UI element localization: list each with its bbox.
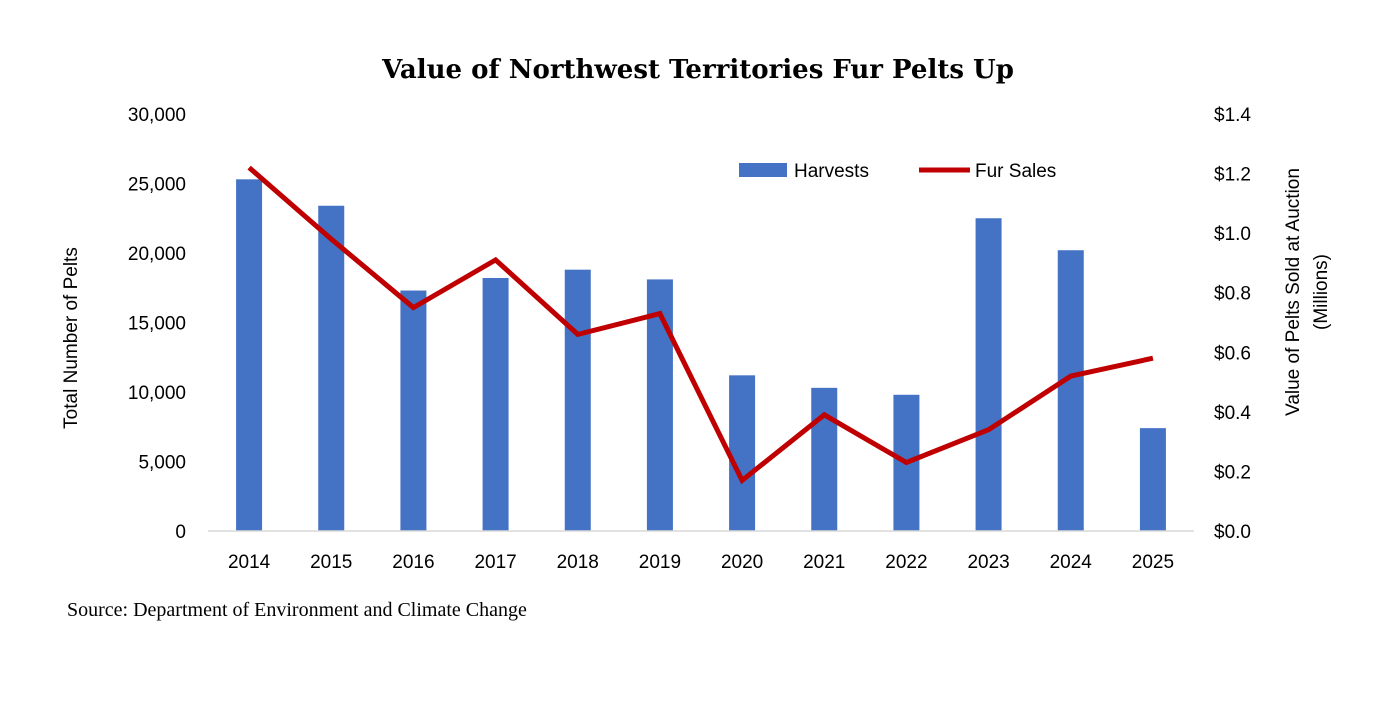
left-tick-label: 10,000	[128, 383, 186, 404]
right-y-axis: $0.0 $0.2 $0.4 $0.6 $0.8 $1.0 $1.2 $1.4	[1214, 105, 1251, 543]
right-tick-label: $0.4	[1214, 403, 1251, 424]
x-tick-label: 2016	[392, 552, 434, 573]
right-tick-label: $0.2	[1214, 462, 1251, 483]
x-tick-label: 2025	[1132, 552, 1174, 573]
x-tick-label: 2022	[885, 552, 927, 573]
bar-harvests-2018	[564, 269, 591, 531]
left-axis-label: Total Number of Pelts	[61, 247, 82, 429]
bar-harvests-2023	[975, 218, 1002, 531]
right-tick-label: $1.4	[1214, 105, 1251, 126]
x-tick-label: 2014	[228, 552, 271, 573]
legend-harvests-swatch	[739, 163, 787, 177]
legend-fur-sales-label: Fur Sales	[975, 161, 1056, 182]
x-tick-label: 2024	[1050, 552, 1093, 573]
line-fur-sales	[247, 165, 1154, 485]
right-tick-label: $1.0	[1214, 224, 1251, 245]
bar-harvests-2015	[318, 205, 345, 532]
right-axis-label-line-2: (Millions)	[1311, 254, 1332, 330]
right-tick-label: $0.6	[1214, 343, 1251, 364]
x-tick-label: 2019	[639, 552, 681, 573]
left-tick-label: 30,000	[128, 105, 186, 126]
bar-harvests-2014	[236, 179, 263, 531]
x-tick-label: 2018	[557, 552, 599, 573]
bar-harvests-2024	[1057, 250, 1084, 531]
x-tick-label: 2017	[474, 552, 516, 573]
left-tick-label: 25,000	[128, 175, 186, 196]
bar-harvests-2016	[400, 290, 427, 531]
right-tick-label: $0.0	[1214, 522, 1251, 543]
source-note: Source: Department of Environment and Cl…	[67, 599, 527, 621]
left-y-axis: 0 5,000 10,000 15,000 20,000 25,000 30,000	[128, 105, 186, 543]
right-tick-label: $0.8	[1214, 284, 1251, 305]
bar-harvests-2020	[729, 375, 756, 531]
legend-harvests-label: Harvests	[794, 161, 869, 182]
x-axis: 2014 2015 2016 2017 2018 2019 2020 2021 2022 2023…	[228, 552, 1174, 573]
x-tick-label: 2021	[803, 552, 845, 573]
right-tick-label: $1.2	[1214, 165, 1251, 186]
harvest-bars	[236, 179, 1166, 532]
left-tick-label: 5,000	[138, 453, 186, 474]
bar-harvests-2017	[482, 278, 509, 531]
right-axis-label-line-1: Value of Pelts Sold at Auction	[1283, 168, 1304, 416]
legend: Harvests Fur Sales	[739, 161, 1056, 182]
bar-harvests-2021	[811, 387, 838, 531]
x-tick-label: 2015	[310, 552, 352, 573]
left-tick-label: 0	[175, 522, 186, 543]
left-tick-label: 20,000	[128, 244, 186, 265]
x-tick-label: 2023	[967, 552, 1009, 573]
chart-title: Value of Northwest Territories Fur Pelts…	[381, 55, 1014, 85]
left-tick-label: 15,000	[128, 314, 186, 335]
x-tick-label: 2020	[721, 552, 763, 573]
bar-harvests-2025	[1139, 428, 1166, 531]
fur-sales-line	[247, 165, 1154, 485]
bar-harvests-2019	[646, 279, 673, 531]
